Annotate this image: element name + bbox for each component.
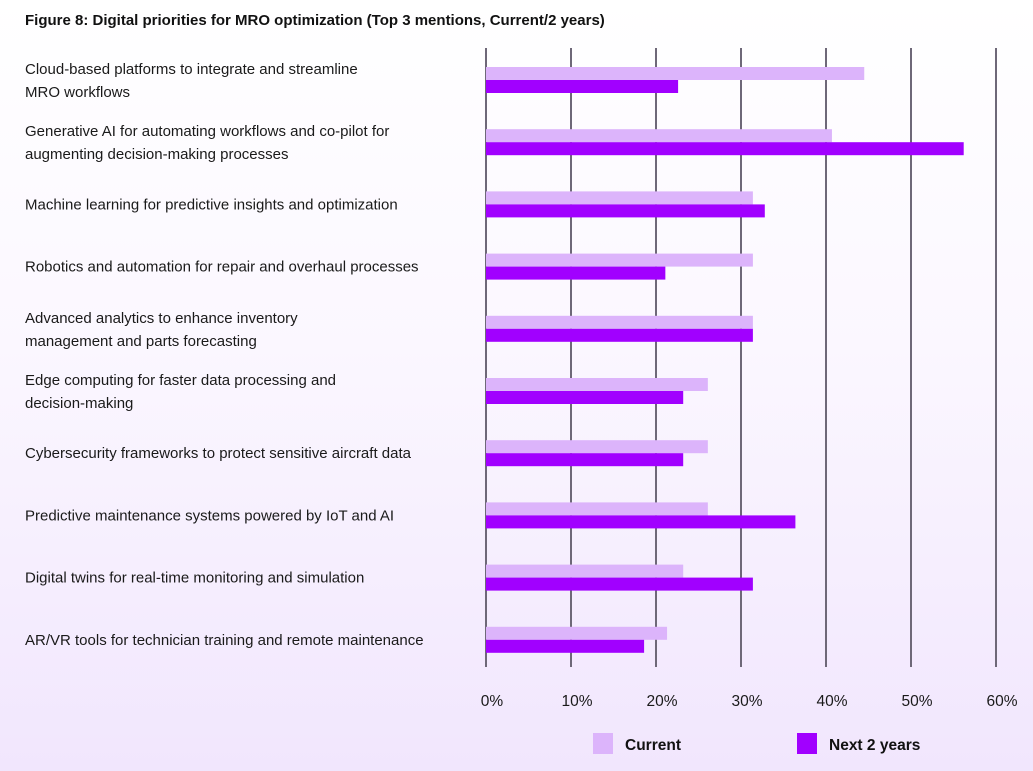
bar-next-2-years xyxy=(486,204,765,218)
bar-current xyxy=(486,440,708,454)
bar-next-2-years xyxy=(486,577,753,591)
bar-current xyxy=(486,378,708,391)
category-label: Edge computing for faster data processin… xyxy=(25,372,336,389)
x-tick-label: 10% xyxy=(561,693,592,710)
category-label: management and parts forecasting xyxy=(25,333,257,350)
x-tick-label: 50% xyxy=(901,693,932,710)
bar-current xyxy=(486,626,668,640)
legend-label: Next 2 years xyxy=(829,737,920,754)
bar-next-2-years xyxy=(486,80,679,93)
bar-next-2-years xyxy=(486,453,684,467)
x-tick-label: 20% xyxy=(646,693,677,710)
x-tick-label: 0% xyxy=(481,693,504,710)
x-tick-label: 30% xyxy=(731,693,762,710)
bar-current xyxy=(486,502,708,516)
legend-swatch xyxy=(593,733,613,754)
bar-current xyxy=(486,315,753,329)
bar-current xyxy=(486,253,753,267)
bar-next-2-years xyxy=(486,639,645,653)
category-label: Advanced analytics to enhance inventory xyxy=(25,310,298,327)
legend-swatch xyxy=(797,733,817,754)
bar-current xyxy=(486,191,753,205)
bar-current xyxy=(486,564,684,578)
x-tick-label: 60% xyxy=(986,693,1017,710)
category-label: Machine learning for predictive insights… xyxy=(25,196,398,213)
category-label: Digital twins for real-time monitoring a… xyxy=(25,570,364,587)
category-label: augmenting decision-making processes xyxy=(25,146,288,163)
category-label: Cybersecurity frameworks to protect sens… xyxy=(25,445,412,462)
category-label: MRO workflows xyxy=(25,84,130,101)
legend-label: Current xyxy=(625,737,681,754)
chart-title: Figure 8: Digital priorities for MRO opt… xyxy=(25,12,605,29)
category-label: decision-making xyxy=(25,395,133,412)
category-label: Predictive maintenance systems powered b… xyxy=(25,507,394,524)
bar-next-2-years xyxy=(486,515,796,529)
category-label: Generative AI for automating workflows a… xyxy=(25,123,389,140)
bar-next-2-years xyxy=(486,328,753,342)
category-label: AR/VR tools for technician training and … xyxy=(25,632,424,649)
x-tick-label: 40% xyxy=(816,693,847,710)
category-label: Cloud-based platforms to integrate and s… xyxy=(25,61,358,78)
category-label: Robotics and automation for repair and o… xyxy=(25,259,419,276)
bar-current xyxy=(486,129,832,143)
bar-current xyxy=(486,67,865,80)
bar-next-2-years xyxy=(486,391,684,404)
bar-next-2-years xyxy=(486,142,964,156)
bar-next-2-years xyxy=(486,266,666,280)
